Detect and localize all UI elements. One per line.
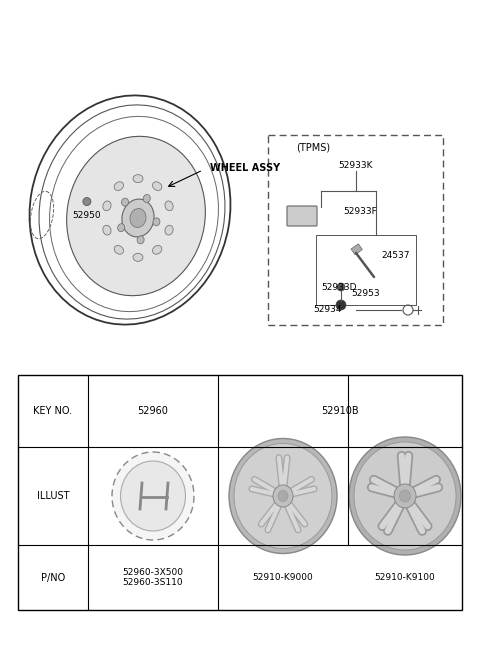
Ellipse shape <box>103 225 111 235</box>
Text: (TPMS): (TPMS) <box>296 142 330 152</box>
Ellipse shape <box>153 246 162 254</box>
Text: ILLUST: ILLUST <box>37 491 69 501</box>
Text: 52950: 52950 <box>72 211 101 220</box>
Text: 52910B: 52910B <box>321 406 359 416</box>
Text: 52960: 52960 <box>138 406 168 416</box>
Ellipse shape <box>354 442 456 550</box>
Ellipse shape <box>121 198 129 206</box>
Bar <box>18 375 462 610</box>
Ellipse shape <box>273 485 293 507</box>
Ellipse shape <box>153 182 162 191</box>
Ellipse shape <box>122 199 154 237</box>
Text: 52910-K9000: 52910-K9000 <box>252 573 313 582</box>
Bar <box>351 244 362 255</box>
FancyBboxPatch shape <box>287 206 317 226</box>
Text: 52953: 52953 <box>351 288 380 298</box>
Ellipse shape <box>165 225 173 235</box>
Text: 52933D: 52933D <box>321 283 357 292</box>
Ellipse shape <box>394 484 416 508</box>
Ellipse shape <box>143 194 150 202</box>
Ellipse shape <box>118 223 125 232</box>
Ellipse shape <box>120 461 185 531</box>
Ellipse shape <box>137 236 144 244</box>
Ellipse shape <box>229 438 337 553</box>
Ellipse shape <box>399 490 410 502</box>
Text: 52910-K9100: 52910-K9100 <box>374 573 435 582</box>
Circle shape <box>83 198 91 206</box>
Ellipse shape <box>133 254 143 261</box>
Text: 52934: 52934 <box>313 306 341 315</box>
Text: 52933K: 52933K <box>339 160 373 170</box>
Circle shape <box>337 283 345 291</box>
Ellipse shape <box>133 175 143 183</box>
Text: 24537: 24537 <box>381 250 409 260</box>
Ellipse shape <box>114 246 123 254</box>
Text: P/NO: P/NO <box>41 572 65 583</box>
Ellipse shape <box>112 452 194 540</box>
Ellipse shape <box>103 201 111 211</box>
Ellipse shape <box>165 201 173 211</box>
Text: 52933F: 52933F <box>343 206 377 215</box>
Ellipse shape <box>153 218 160 226</box>
Ellipse shape <box>278 491 288 501</box>
Circle shape <box>336 300 346 310</box>
Text: 52960-3X500
52960-3S110: 52960-3X500 52960-3S110 <box>122 568 183 587</box>
Text: KEY NO.: KEY NO. <box>34 406 72 416</box>
Ellipse shape <box>130 208 146 227</box>
Ellipse shape <box>349 437 461 555</box>
Ellipse shape <box>114 182 123 191</box>
Bar <box>316 235 416 305</box>
Ellipse shape <box>234 443 332 549</box>
Text: WHEEL ASSY: WHEEL ASSY <box>210 163 280 173</box>
Ellipse shape <box>67 136 205 296</box>
